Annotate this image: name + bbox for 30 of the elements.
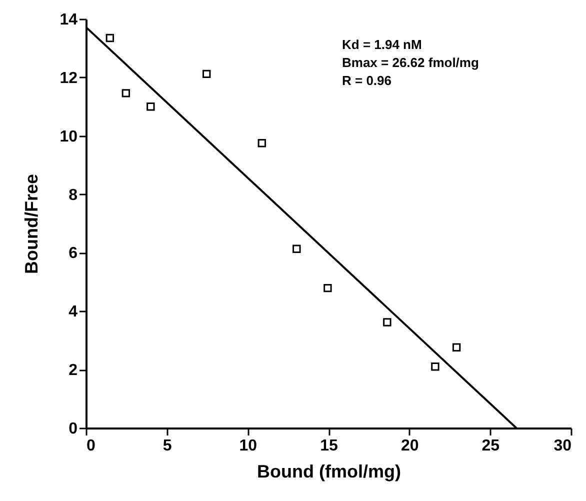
annotation: Bmax = 26.62 fmol/mg — [342, 55, 479, 70]
point — [122, 89, 130, 98]
x-tick-label: 10 — [239, 438, 258, 454]
y-tick-label: 4 — [68, 304, 78, 321]
x-tick-label: 25 — [482, 438, 500, 454]
y-tick-label: 0 — [68, 420, 78, 438]
point — [383, 318, 392, 326]
y-tick-label: 12 — [60, 70, 78, 87]
x-tick-label: 0 — [86, 438, 96, 454]
point — [292, 244, 301, 254]
point — [146, 102, 155, 111]
x-tick-label: 20 — [400, 438, 419, 454]
point — [106, 34, 114, 42]
point — [202, 70, 211, 78]
point — [452, 343, 461, 352]
y-tick-label: 8 — [68, 186, 78, 204]
x-axis-title: Bound (fmol/mg) — [257, 462, 401, 482]
point — [431, 362, 440, 371]
y-tick-label: 14 — [60, 12, 78, 28]
y-axis-title: Bound/Free — [22, 174, 42, 274]
y-tick-label: 2 — [68, 362, 78, 380]
point — [258, 139, 266, 148]
x-tick-label: 5 — [162, 438, 172, 454]
y-tick-label: 10 — [60, 128, 78, 146]
y-tick-label: 6 — [68, 245, 78, 262]
x-tick-label: 30 — [554, 438, 572, 454]
point — [324, 284, 332, 292]
annotation: R = 0.96 — [342, 73, 392, 88]
x-tick-label: 15 — [320, 438, 338, 454]
annotation: Kd = 1.94 nM — [342, 37, 422, 52]
